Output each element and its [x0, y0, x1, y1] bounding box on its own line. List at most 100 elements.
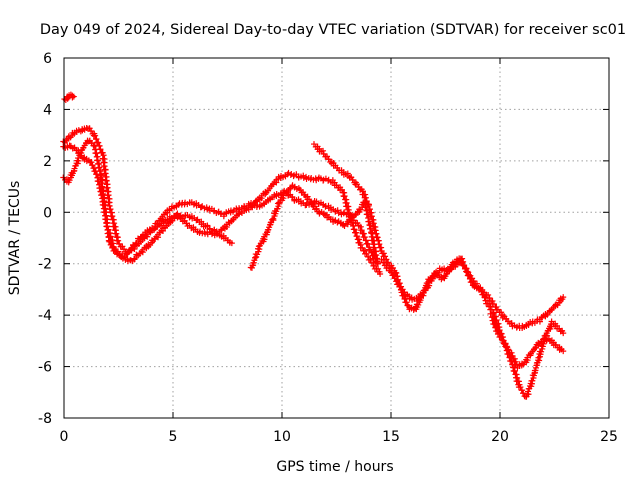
data-point	[111, 247, 118, 254]
grid-lines	[64, 58, 609, 418]
data-point	[415, 301, 422, 308]
y-tick-label: 0	[43, 205, 52, 221]
data-point	[531, 367, 538, 374]
data-point	[487, 310, 494, 317]
data-point	[503, 343, 510, 350]
data-point	[494, 328, 501, 335]
data-point	[264, 226, 271, 233]
data-point	[497, 333, 504, 340]
data-point	[363, 250, 370, 257]
series-track-g	[487, 310, 567, 371]
data-point	[98, 192, 105, 199]
axis-ticks: 0 5 10 15 20 25 -8 -6 -4 -2 0 2 4 6	[38, 51, 618, 445]
data-point	[250, 260, 257, 267]
chart-title: Day 049 of 2024, Sidereal Day-to-day VTE…	[40, 22, 626, 38]
y-tick-label: 4	[43, 102, 52, 118]
data-point	[520, 390, 527, 397]
data-point	[410, 306, 417, 313]
y-tick-label: -8	[38, 411, 52, 427]
data-point	[254, 251, 261, 258]
series-track-f	[378, 255, 567, 332]
y-axis-label: SDTVAR / TECUs	[7, 181, 23, 296]
x-tick-label: 25	[600, 429, 618, 445]
data-point	[96, 185, 103, 192]
data-point	[366, 206, 373, 213]
data-point	[70, 168, 77, 175]
x-tick-label: 0	[60, 429, 69, 445]
x-tick-label: 20	[491, 429, 509, 445]
data-point	[70, 93, 77, 100]
data-point	[353, 233, 360, 240]
data-point	[364, 240, 371, 247]
y-tick-label: 2	[43, 154, 52, 170]
series-track-a	[60, 124, 384, 277]
data-point	[560, 348, 567, 355]
data-point	[490, 300, 497, 307]
data-point	[486, 294, 493, 301]
y-tick-label: -4	[38, 308, 52, 324]
data-point	[529, 377, 536, 384]
data-point	[464, 268, 471, 275]
data-point	[374, 260, 381, 267]
data-point	[361, 234, 368, 241]
data-point	[560, 330, 567, 337]
data-point	[494, 330, 501, 337]
data-point	[363, 198, 370, 205]
data-point	[365, 218, 372, 225]
data-point	[270, 215, 277, 222]
data-point	[341, 193, 348, 200]
data-point	[252, 254, 259, 261]
series-track-c	[60, 142, 235, 260]
data-point	[359, 244, 366, 251]
data-point	[115, 237, 122, 244]
plot-frame	[63, 57, 610, 419]
data-point	[538, 348, 545, 355]
data-point	[536, 357, 543, 364]
data-point	[367, 256, 374, 263]
data-point	[390, 272, 397, 279]
data-point	[93, 136, 100, 143]
data-point	[88, 159, 95, 166]
data-point	[358, 227, 365, 234]
data-point	[94, 157, 101, 164]
data-point	[350, 226, 357, 233]
data-point	[366, 246, 373, 253]
data-point	[499, 336, 506, 343]
data-point	[183, 220, 190, 227]
data-point	[320, 147, 327, 154]
data-point	[228, 240, 235, 247]
data-point	[106, 238, 113, 245]
data-point	[108, 213, 115, 220]
data-point	[505, 346, 512, 353]
data-point	[103, 184, 110, 191]
data-point	[368, 213, 375, 220]
data-point	[532, 345, 539, 352]
data-point	[517, 384, 524, 391]
data-point	[513, 361, 520, 368]
data-point	[391, 275, 398, 282]
data-point	[375, 241, 382, 248]
data-point	[334, 207, 341, 214]
data-point	[89, 162, 96, 169]
data-point	[518, 387, 525, 394]
data-point	[274, 205, 281, 212]
data-point	[92, 132, 99, 139]
data-point	[362, 237, 369, 244]
data-point	[66, 177, 73, 184]
series-track-h	[61, 91, 77, 104]
data-point	[367, 225, 374, 232]
data-point	[104, 230, 111, 237]
x-axis-label: GPS time / hours	[276, 459, 393, 475]
data-points	[60, 91, 567, 400]
y-tick-label: 6	[43, 51, 52, 67]
data-point	[105, 199, 112, 206]
series-track-d	[247, 182, 381, 271]
data-point	[107, 241, 114, 248]
y-tick-label: -2	[38, 257, 52, 273]
data-point	[106, 206, 113, 213]
data-point	[461, 262, 468, 269]
data-point	[560, 294, 567, 301]
x-tick-label: 10	[273, 429, 291, 445]
x-tick-label: 15	[382, 429, 400, 445]
